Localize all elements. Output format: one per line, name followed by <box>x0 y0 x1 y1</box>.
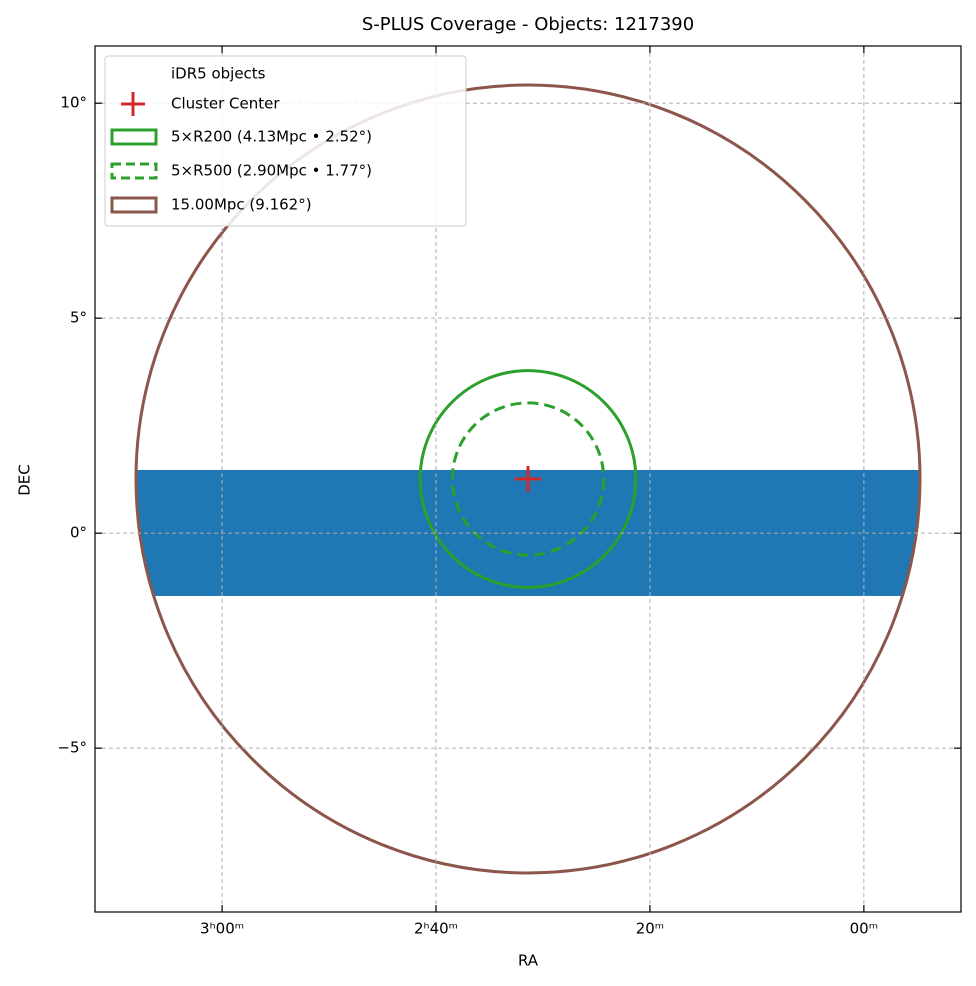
legend-marker <box>110 128 158 146</box>
legend-label: Cluster Center <box>171 95 280 113</box>
x-tick-label: 00ᵐ <box>850 920 878 938</box>
cross-marker <box>515 466 541 492</box>
y-tick-label: 0° <box>70 524 87 542</box>
legend-marker <box>110 196 158 214</box>
legend-label: iDR5 objects <box>171 65 266 83</box>
cluster-center <box>515 466 541 492</box>
radius-circle <box>418 369 638 589</box>
y-axis-label: DEC <box>16 464 34 496</box>
y-tick-label: 5° <box>70 309 87 327</box>
radius-circle <box>450 401 606 557</box>
x-tick-label: 20ᵐ <box>636 920 664 938</box>
y-tick-label: 10° <box>60 94 87 112</box>
plot-frame <box>94 45 962 913</box>
radius-circle <box>134 83 922 875</box>
x-tick-label: 3ʰ00ᵐ <box>200 920 244 938</box>
legend-marker <box>110 162 158 180</box>
x-tick-label: 2ʰ40ᵐ <box>414 920 458 938</box>
y-tick-label: −5° <box>57 739 87 757</box>
legend-label: 5×R200 (4.13Mpc • 2.52°) <box>171 128 372 146</box>
x-axis-label: RA <box>518 952 539 970</box>
legend-marker <box>121 92 145 116</box>
legend-label: 5×R500 (2.90Mpc • 1.77°) <box>171 162 372 180</box>
chart-title: S-PLUS Coverage - Objects: 1217390 <box>362 14 694 35</box>
legend-box <box>104 55 467 227</box>
legend-label: 15.00Mpc (9.162°) <box>171 196 312 214</box>
